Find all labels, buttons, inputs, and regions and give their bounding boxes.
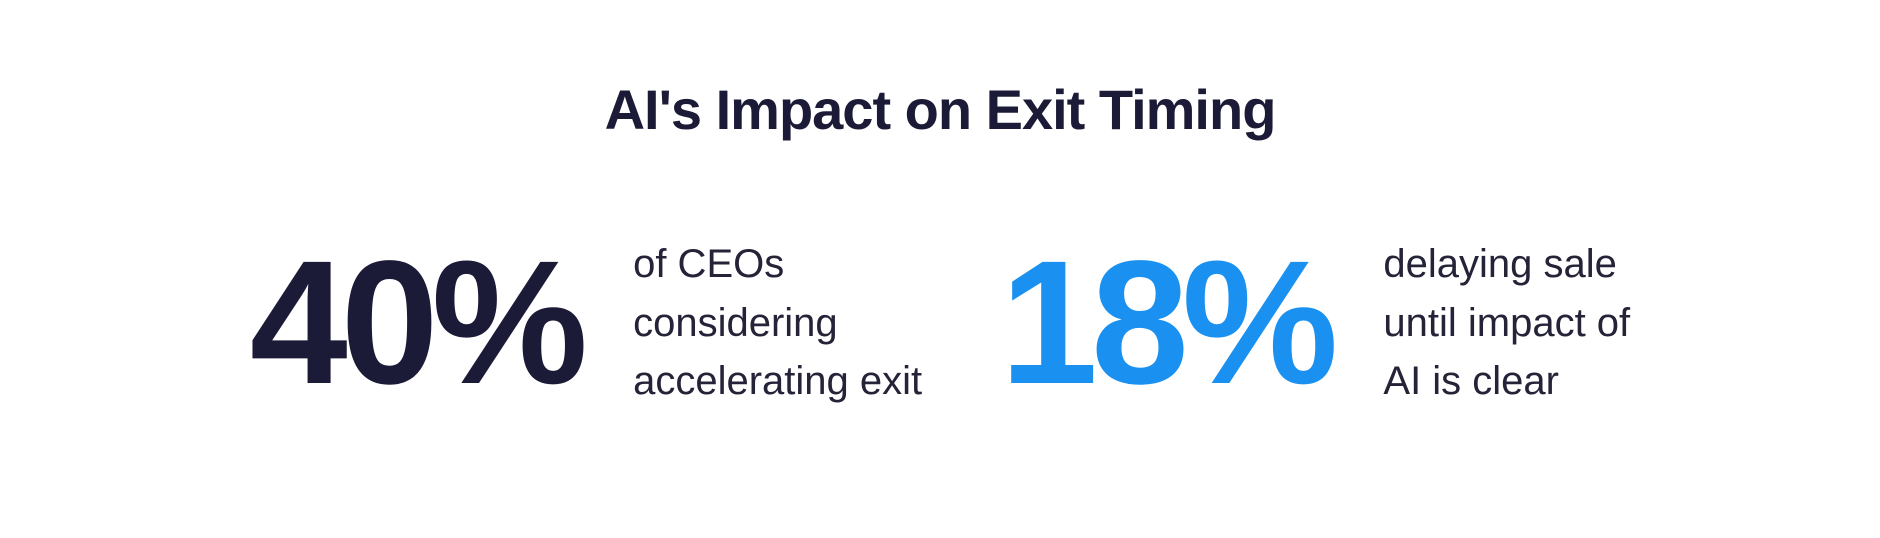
stat-description-line: delaying sale — [1383, 242, 1617, 287]
stat-accelerating-exit: 40% of CEOs considering accelerating exi… — [250, 235, 922, 411]
stat-description-line: of CEOs — [633, 242, 785, 287]
stat-description-line: accelerating exit — [633, 358, 923, 403]
stats-row: 40% of CEOs considering accelerating exi… — [0, 235, 1880, 411]
stat-description-line: considering — [633, 300, 838, 345]
stat-value-18-percent: 18% — [1000, 224, 1338, 421]
stat-description-line: until impact of — [1383, 300, 1631, 345]
stat-description-delaying: delaying sale until impact of AI is clea… — [1383, 235, 1630, 410]
page-title: AI's Impact on Exit Timing — [604, 78, 1277, 141]
stat-description-accelerating: of CEOs considering accelerating exit — [633, 235, 922, 410]
stat-delaying-sale: 18% delaying sale until impact of AI is … — [1000, 235, 1630, 411]
stat-description-line: AI is clear — [1383, 358, 1559, 403]
stat-value-40-percent: 40% — [249, 224, 588, 421]
